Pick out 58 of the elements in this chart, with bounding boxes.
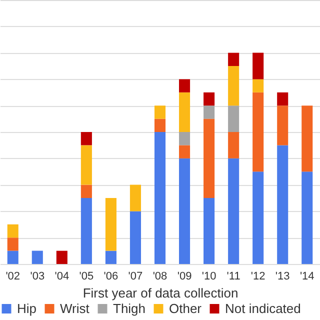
bar [277,92,288,106]
x-tick-label: '08 [152,270,168,282]
bar [154,118,166,132]
x-tick-label: '14 [300,270,314,282]
bar [179,92,190,132]
bar [179,158,190,264]
x-tick-label: '05 [79,270,94,282]
bar [204,118,215,198]
bar [179,145,190,158]
legend-label: Hip [17,300,37,316]
bar [302,106,313,172]
x-tick-label: '03 [30,270,45,282]
bar [204,198,215,264]
bar [56,250,68,264]
x-tick-label: '09 [177,270,192,282]
bar [204,106,215,119]
bar [277,106,288,146]
bar [80,145,92,185]
x-axis-title: First year of data collection [82,286,238,300]
bar [154,132,166,264]
x-tick-label: '02 [6,270,20,282]
x-tick-label: '07 [128,270,143,282]
bar [252,92,264,172]
legend-label: Wrist [60,300,90,316]
bar [252,172,264,264]
bar [228,66,240,106]
bar [252,52,264,80]
bar [302,172,313,264]
bar [228,132,240,158]
bar [105,250,116,264]
x-tick-label: '10 [202,270,216,282]
bar [228,106,240,132]
x-tick-label: '11 [226,270,240,282]
legend-label: Thigh [113,300,146,316]
bar [80,132,92,146]
x-tick-label: '12 [250,270,266,282]
x-tick-label: '13 [275,270,290,282]
bar [130,184,141,212]
bar [228,158,240,264]
bar [80,184,92,198]
bar [105,198,116,251]
bar [7,250,18,264]
bar [179,132,190,146]
legend-label: Other [169,300,202,316]
bar [32,250,43,264]
bar [277,145,288,264]
x-tick-label: '04 [54,270,70,282]
bar [7,224,18,238]
bar [7,238,18,251]
bar [204,92,215,106]
bar [80,198,92,264]
x-tick-label: '06 [104,270,118,282]
bar [252,79,264,92]
bar [179,79,190,92]
bar [154,106,166,119]
bar [130,211,141,264]
bar [228,52,240,66]
legend-label: Not indicated [225,300,301,316]
